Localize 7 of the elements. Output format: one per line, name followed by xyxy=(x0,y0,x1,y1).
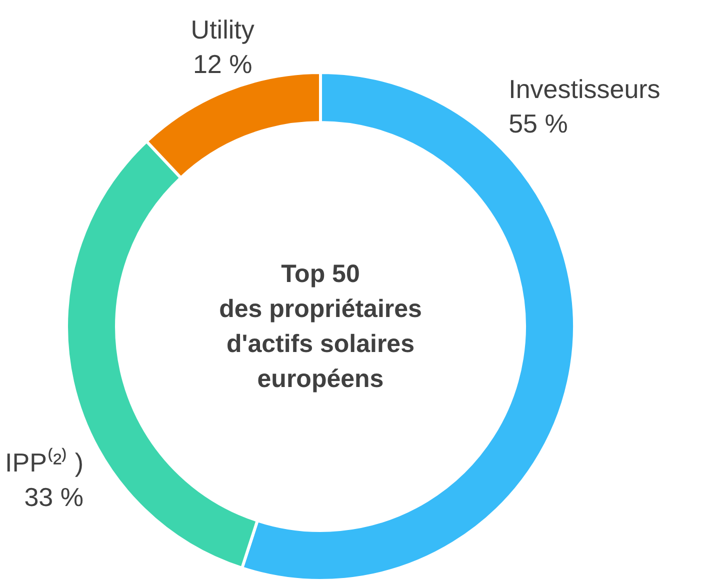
data-label: 55 % xyxy=(508,108,568,138)
slice-label: Utility xyxy=(190,14,254,45)
data-label: 12 % xyxy=(192,49,252,80)
slice-label: IPP⁽²⁾ ) xyxy=(5,447,84,478)
slice-label: Investisseurs xyxy=(508,74,660,104)
text: Top 50 des propriétaires d'actifs solaires européens xyxy=(219,260,422,393)
data-label: 33 % xyxy=(24,482,84,512)
